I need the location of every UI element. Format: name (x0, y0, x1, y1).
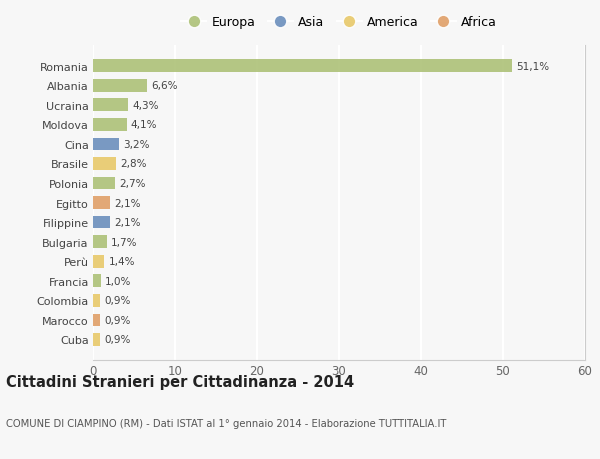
Bar (93, 216, 110, 229)
Bar (93, 138, 119, 151)
Bar (93, 255, 104, 268)
Text: 3,2%: 3,2% (124, 140, 150, 150)
Bar (93, 60, 512, 73)
Text: 2,8%: 2,8% (120, 159, 146, 169)
Bar (93, 275, 101, 287)
Legend: Europa, Asia, America, Africa: Europa, Asia, America, Africa (181, 16, 497, 29)
Bar (93, 177, 115, 190)
Text: 2,1%: 2,1% (115, 218, 141, 228)
Bar (93, 158, 116, 170)
Bar (93, 294, 100, 307)
Text: COMUNE DI CIAMPINO (RM) - Dati ISTAT al 1° gennaio 2014 - Elaborazione TUTTITALI: COMUNE DI CIAMPINO (RM) - Dati ISTAT al … (6, 418, 446, 428)
Bar (93, 314, 100, 326)
Text: 1,0%: 1,0% (106, 276, 131, 286)
Bar (93, 80, 147, 92)
Text: Cittadini Stranieri per Cittadinanza - 2014: Cittadini Stranieri per Cittadinanza - 2… (6, 374, 354, 389)
Text: 0,9%: 0,9% (104, 335, 131, 345)
Text: 4,1%: 4,1% (131, 120, 157, 130)
Bar (93, 99, 128, 112)
Bar (93, 333, 100, 346)
Text: 6,6%: 6,6% (151, 81, 178, 91)
Text: 1,7%: 1,7% (111, 237, 137, 247)
Text: 2,7%: 2,7% (119, 179, 146, 189)
Bar (93, 197, 110, 209)
Text: 0,9%: 0,9% (104, 315, 131, 325)
Bar (93, 236, 107, 248)
Text: 0,9%: 0,9% (104, 296, 131, 306)
Text: 2,1%: 2,1% (115, 198, 141, 208)
Text: 4,3%: 4,3% (133, 101, 159, 111)
Text: 51,1%: 51,1% (516, 62, 549, 72)
Text: 1,4%: 1,4% (109, 257, 135, 267)
Bar (93, 119, 127, 131)
